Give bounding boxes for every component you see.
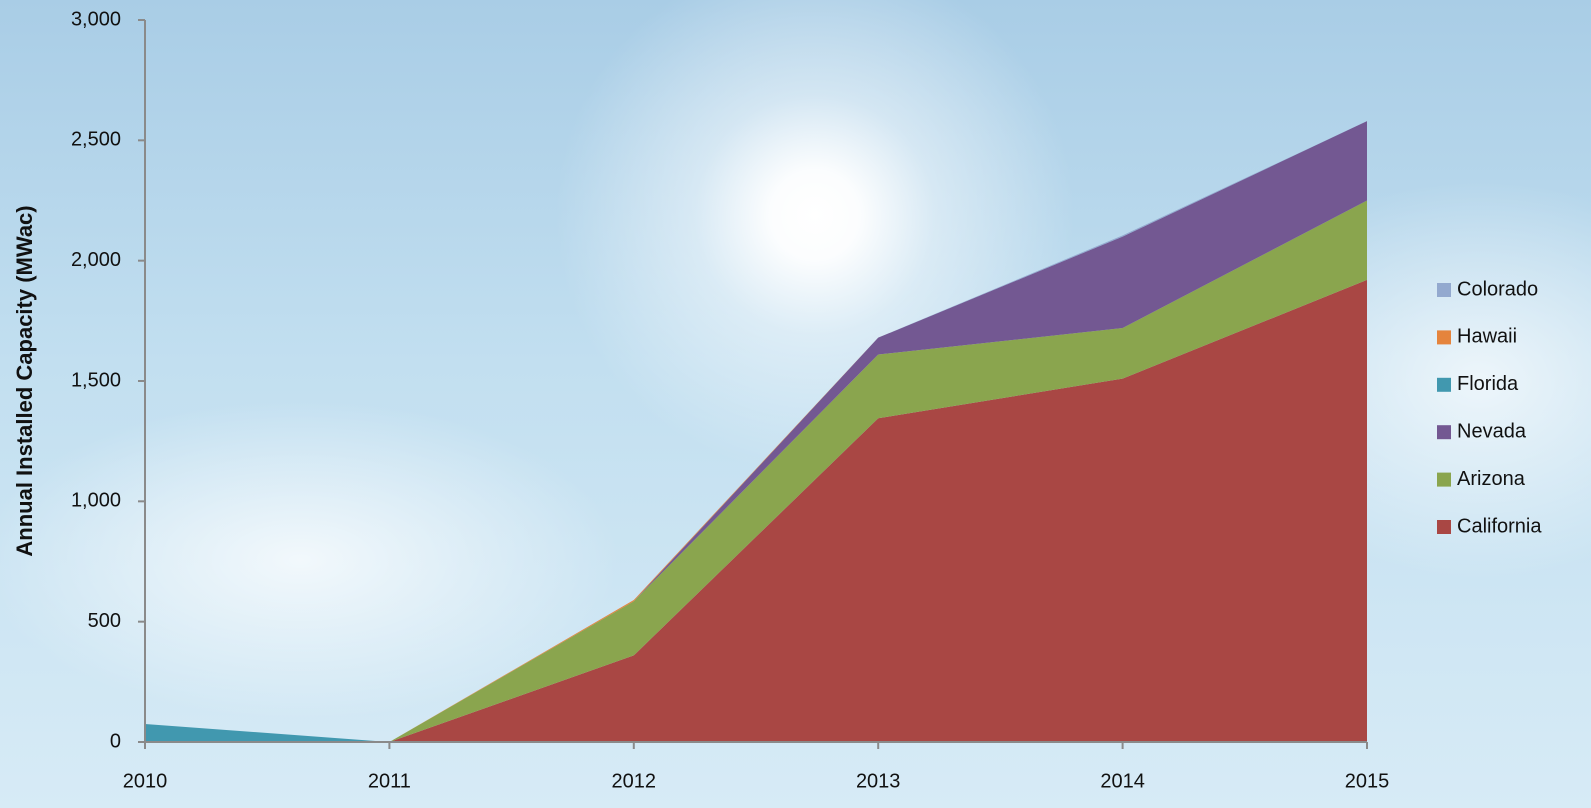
- legend-swatch: [1437, 520, 1451, 534]
- legend-swatch: [1437, 378, 1451, 392]
- legend-label: Arizona: [1457, 468, 1526, 490]
- y-tick-label: 1,500: [71, 369, 121, 391]
- y-tick-label: 500: [88, 610, 121, 632]
- y-tick-label: 2,000: [71, 249, 121, 271]
- y-tick-label: 3,000: [71, 8, 121, 30]
- legend-label: Florida: [1457, 373, 1519, 395]
- x-tick-label: 2012: [612, 770, 657, 792]
- chart-background: Annual Installed Capacity (MWac) 0 500 1,0…: [0, 0, 1591, 808]
- x-tick-label: 2010: [123, 770, 168, 792]
- x-tick-label: 2011: [368, 770, 411, 792]
- y-tick-label: 0: [110, 730, 121, 752]
- chart: Annual Installed Capacity (MWac) 0 500 1,0…: [0, 0, 1591, 808]
- legend-swatch: [1437, 425, 1451, 439]
- x-tick-label: 2014: [1100, 770, 1145, 792]
- legend-swatch: [1437, 283, 1451, 297]
- y-tick-label: 2,500: [71, 129, 121, 151]
- legend-label: Hawaii: [1457, 326, 1517, 348]
- y-tick-label: 1,000: [71, 490, 121, 512]
- x-tick-label: 2015: [1345, 770, 1390, 792]
- legend-label: Nevada: [1457, 420, 1527, 442]
- legend-label: California: [1457, 515, 1542, 537]
- legend-label: Colorado: [1457, 278, 1538, 300]
- x-tick-label: 2013: [856, 770, 901, 792]
- y-axis-title: Annual Installed Capacity (MWac): [12, 205, 37, 556]
- legend-swatch: [1437, 473, 1451, 487]
- legend-swatch: [1437, 330, 1451, 344]
